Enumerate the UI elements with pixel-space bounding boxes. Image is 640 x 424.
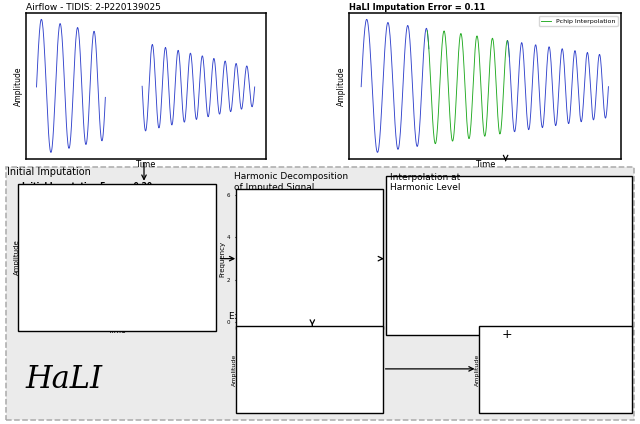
Title: φ₃(t): φ₃(t) xyxy=(561,284,575,289)
Pchip Interpolation xyxy=(551,341,559,346)
Title: A₃(t): A₃(t) xyxy=(443,284,456,289)
Pchip Interpolation xyxy=(506,55,513,60)
Y-axis label: Amplitude: Amplitude xyxy=(13,240,20,276)
Y-axis label: Amplitude: Amplitude xyxy=(337,66,346,106)
Y-axis label: Amplitude: Amplitude xyxy=(232,354,237,386)
Takens' Lag Map xyxy=(113,260,120,265)
Pchip Interpolation xyxy=(445,107,453,112)
Pchip Interpolation xyxy=(570,334,578,339)
Imputed Trend xyxy=(300,379,307,385)
Imputed Trend xyxy=(286,357,294,362)
Title: φ₁(t): φ₁(t) xyxy=(561,197,575,202)
Pchip Interpolation xyxy=(532,382,540,387)
Pchip Interpolation xyxy=(502,49,509,54)
Imputed Trend xyxy=(314,397,322,402)
Text: Extracted Trend: Extracted Trend xyxy=(229,312,300,321)
Imputed Trend xyxy=(326,401,333,406)
Takens' Lag Map xyxy=(70,313,78,318)
Title: φ₂(t): φ₂(t) xyxy=(561,239,575,244)
Text: Initial Imputation Error = 0.20: Initial Imputation Error = 0.20 xyxy=(22,182,152,191)
Text: HaLI Imputation Error = 0.11: HaLI Imputation Error = 0.11 xyxy=(349,3,485,12)
Pchip Interpolation xyxy=(427,76,435,81)
Text: Trend Interpolation: Trend Interpolation xyxy=(472,312,557,321)
Y-axis label: Frequency: Frequency xyxy=(220,240,225,277)
Takens' Lag Map xyxy=(131,275,139,280)
Pchip Interpolation xyxy=(540,363,547,368)
Pchip Interpolation xyxy=(571,334,579,339)
Imputed Trend xyxy=(272,338,280,343)
Y-axis label: Amplitude: Amplitude xyxy=(476,354,481,386)
Pchip Interpolation xyxy=(527,390,535,395)
Imputed Trend xyxy=(324,401,332,406)
Legend: Imputed Trend: Imputed Trend xyxy=(322,335,375,345)
X-axis label: Time: Time xyxy=(547,408,564,414)
X-axis label: Time: Time xyxy=(561,328,575,333)
Pchip Interpolation xyxy=(499,102,507,107)
Legend: Pchip Interpolation: Pchip Interpolation xyxy=(486,335,550,345)
Title: A₂(t): A₂(t) xyxy=(443,239,456,244)
Line: Takens' Lag Map: Takens' Lag Map xyxy=(71,199,140,317)
Takens' Lag Map xyxy=(90,197,98,202)
Line: Imputed Trend: Imputed Trend xyxy=(276,341,330,404)
Takens' Lag Map xyxy=(78,208,86,213)
Text: HaLI: HaLI xyxy=(26,364,102,395)
Text: Airflow - TIDIS: 2-P220139025: Airflow - TIDIS: 2-P220139025 xyxy=(26,3,161,12)
X-axis label: Time: Time xyxy=(108,326,126,335)
Pchip Interpolation xyxy=(431,141,439,146)
Pchip Interpolation xyxy=(428,109,436,114)
Text: Interpolation at
Harmonic Level: Interpolation at Harmonic Level xyxy=(390,173,461,192)
Text: +: + xyxy=(502,328,512,340)
Pchip Interpolation xyxy=(521,396,529,402)
Legend: Takens' Lag Map: Takens' Lag Map xyxy=(148,194,209,203)
Takens' Lag Map xyxy=(134,315,141,320)
X-axis label: Time: Time xyxy=(300,408,317,414)
X-axis label: Time: Time xyxy=(300,338,317,344)
Takens' Lag Map xyxy=(67,284,75,289)
Imputed Trend xyxy=(312,395,319,400)
X-axis label: Time: Time xyxy=(474,160,495,170)
Pchip Interpolation xyxy=(424,28,431,33)
Pchip Interpolation xyxy=(439,33,447,38)
Y-axis label: Amplitude: Amplitude xyxy=(14,66,23,106)
X-axis label: Time: Time xyxy=(135,160,156,170)
Pchip Interpolation xyxy=(564,334,572,339)
Title: A₁(t): A₁(t) xyxy=(443,197,456,202)
Line: Pchip Interpolation: Pchip Interpolation xyxy=(525,336,575,399)
X-axis label: Time: Time xyxy=(443,328,456,333)
Pchip Interpolation xyxy=(537,370,545,375)
Takens' Lag Map xyxy=(136,273,143,278)
Imputed Trend xyxy=(294,371,302,377)
Text: Initial Imputation: Initial Imputation xyxy=(7,167,91,177)
Text: Harmonic Decomposition
of Imputed Signal: Harmonic Decomposition of Imputed Signal xyxy=(234,172,349,192)
Line: Pchip Interpolation: Pchip Interpolation xyxy=(428,31,509,144)
Takens' Lag Map xyxy=(72,290,79,296)
Imputed Trend xyxy=(307,391,315,396)
Takens' Lag Map xyxy=(116,197,124,202)
Legend: Pchip Interpolation: Pchip Interpolation xyxy=(539,16,618,26)
